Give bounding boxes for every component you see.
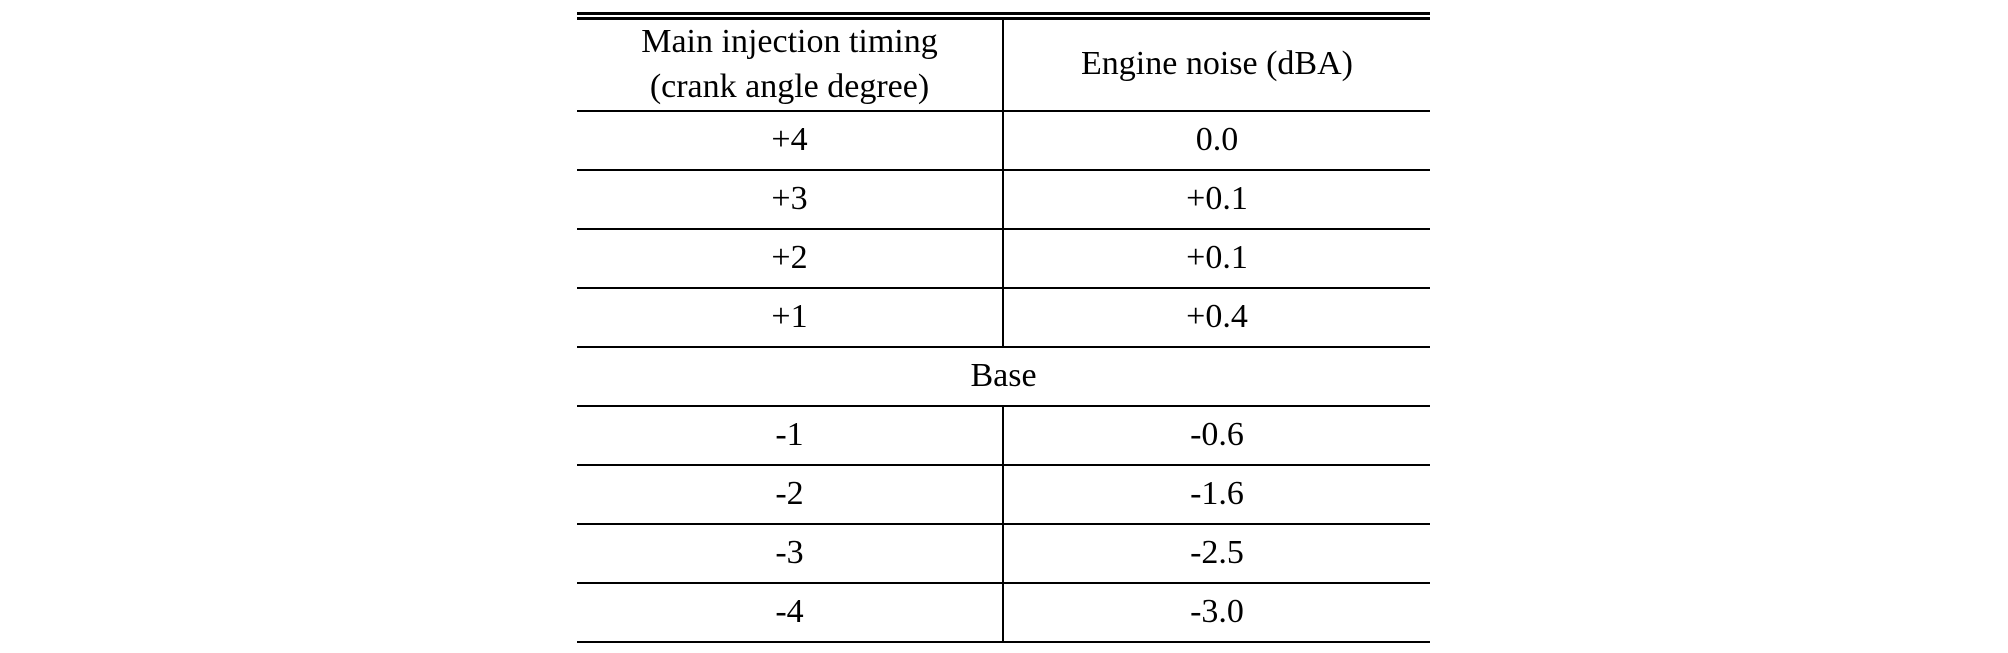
table-row: +1 +0.4 (577, 287, 1430, 348)
cell-noise: -2.5 (1003, 523, 1430, 584)
header-timing-line1: Main injection timing (641, 23, 938, 60)
table-body: +4 0.0 +3 +0.1 +2 +0.1 +1 +0.4 Base -1 -… (577, 110, 1430, 643)
table-row: +4 0.0 (577, 110, 1430, 171)
cell-timing: -2 (577, 464, 1004, 525)
header-timing-line2: (crank angle degree) (649, 67, 930, 105)
table-row: -3 -2.5 (577, 523, 1430, 584)
base-row: Base (577, 346, 1430, 407)
cell-timing: +3 (577, 169, 1004, 230)
cell-timing: -1 (577, 405, 1004, 466)
table-header: Main injection timing (crank angle degre… (577, 16, 1430, 112)
header-row: Main injection timing (crank angle degre… (577, 16, 1430, 112)
header-cell-noise: Engine noise (dBA) (1003, 16, 1430, 112)
table-row: +2 +0.1 (577, 228, 1430, 289)
cell-noise: -0.6 (1003, 405, 1430, 466)
cell-noise: +0.1 (1003, 228, 1430, 289)
table-row: -2 -1.6 (577, 464, 1430, 525)
cell-noise: -3.0 (1003, 582, 1430, 643)
cell-timing: -3 (577, 523, 1004, 584)
cell-base: Base (577, 346, 1430, 407)
header-cell-timing: Main injection timing (crank angle degre… (577, 16, 1004, 112)
cell-noise: +0.4 (1003, 287, 1430, 348)
cell-noise: +0.1 (1003, 169, 1430, 230)
cell-noise: 0.0 (1003, 110, 1430, 171)
table-row: -4 -3.0 (577, 582, 1430, 643)
cell-timing: -4 (577, 582, 1004, 643)
cell-timing: +2 (577, 228, 1004, 289)
cell-timing: +1 (577, 287, 1004, 348)
table-row: +3 +0.1 (577, 169, 1430, 230)
cell-timing: +4 (577, 110, 1004, 171)
cell-noise: -1.6 (1003, 464, 1430, 525)
injection-timing-noise-table: Main injection timing (crank angle degre… (577, 12, 1430, 643)
header-noise-label: Engine noise (dBA) (1081, 45, 1353, 83)
table-row: -1 -0.6 (577, 405, 1430, 466)
